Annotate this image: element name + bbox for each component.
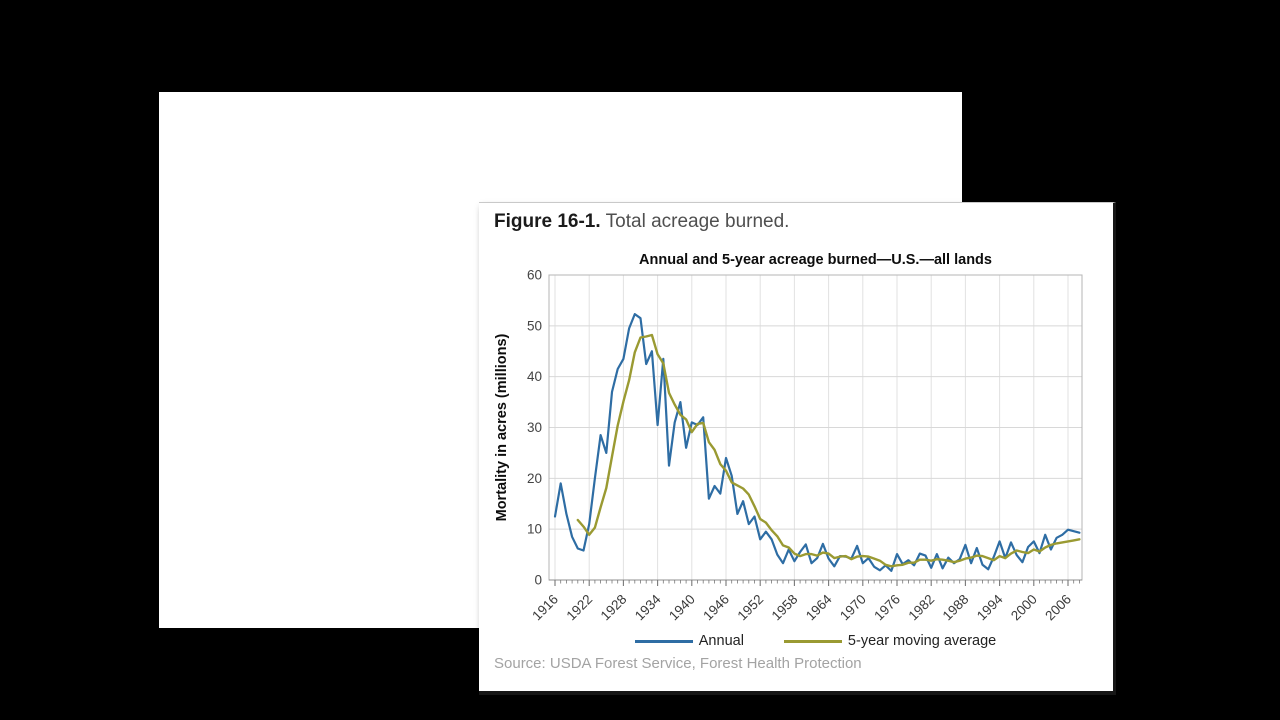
y-axis-title: Mortality in acres (millions) bbox=[494, 333, 510, 521]
moving-average-line bbox=[576, 333, 1081, 568]
y-tick-label: 0 bbox=[534, 573, 542, 588]
moving-average-legend-label: 5-year moving average bbox=[847, 633, 997, 649]
annual-legend-label: Annual bbox=[698, 633, 744, 649]
figure-caption-text: Total acreage burned. bbox=[605, 211, 790, 232]
legend-item-annual: Annual bbox=[634, 633, 744, 649]
y-tick-label: 50 bbox=[527, 318, 542, 333]
x-tick-label: 1928 bbox=[598, 592, 630, 624]
x-tick-label: 1982 bbox=[905, 592, 937, 624]
x-tick-label: 1958 bbox=[769, 592, 801, 624]
x-tick-label: 1946 bbox=[700, 592, 732, 624]
x-tick-label: 2000 bbox=[1008, 592, 1040, 624]
x-tick-label: 1940 bbox=[666, 592, 698, 624]
document-page: Figure 16-1. Total acreage burned. Annual… bbox=[159, 92, 1116, 695]
x-tick-label: 1964 bbox=[803, 591, 835, 623]
x-tick-label: 1922 bbox=[563, 592, 595, 624]
annual-line-swatch bbox=[634, 639, 693, 643]
y-tick-label: 60 bbox=[527, 268, 542, 283]
chart-legend: Annual 5-year moving average bbox=[549, 633, 1082, 649]
x-tick-label: 1976 bbox=[871, 592, 903, 624]
chart-title: Annual and 5-year acreage burned—U.S.—al… bbox=[639, 252, 992, 268]
figure-caption: Figure 16-1. Total acreage burned. bbox=[494, 210, 789, 234]
x-tick-label: 1970 bbox=[837, 592, 869, 624]
figure-caption-number: Figure 16-1. bbox=[494, 211, 601, 232]
x-tick-label: 1988 bbox=[940, 592, 972, 624]
x-tick-label: 1952 bbox=[734, 592, 766, 624]
y-tick-label: 30 bbox=[527, 420, 542, 435]
annual-line bbox=[553, 312, 1081, 572]
x-tick-label: 2006 bbox=[1042, 592, 1074, 624]
y-tick-label: 20 bbox=[527, 471, 542, 486]
y-tick-label: 10 bbox=[527, 522, 542, 537]
x-tick-label: 1934 bbox=[632, 591, 664, 623]
acreage-burned-line-chart: Annual and 5-year acreage burned—U.S.—al… bbox=[494, 252, 1083, 624]
figure-16-1-card: Figure 16-1. Total acreage burned. Annual… bbox=[479, 202, 1116, 695]
source-text: Source: USDA Forest Service, Forest Heal… bbox=[494, 655, 862, 672]
y-tick-label: 40 bbox=[527, 369, 542, 384]
x-tick-label: 1994 bbox=[974, 591, 1006, 623]
moving-average-line-swatch bbox=[783, 639, 842, 643]
x-tick-label: 1916 bbox=[529, 592, 561, 624]
legend-item-moving-average: 5-year moving average bbox=[783, 633, 997, 649]
